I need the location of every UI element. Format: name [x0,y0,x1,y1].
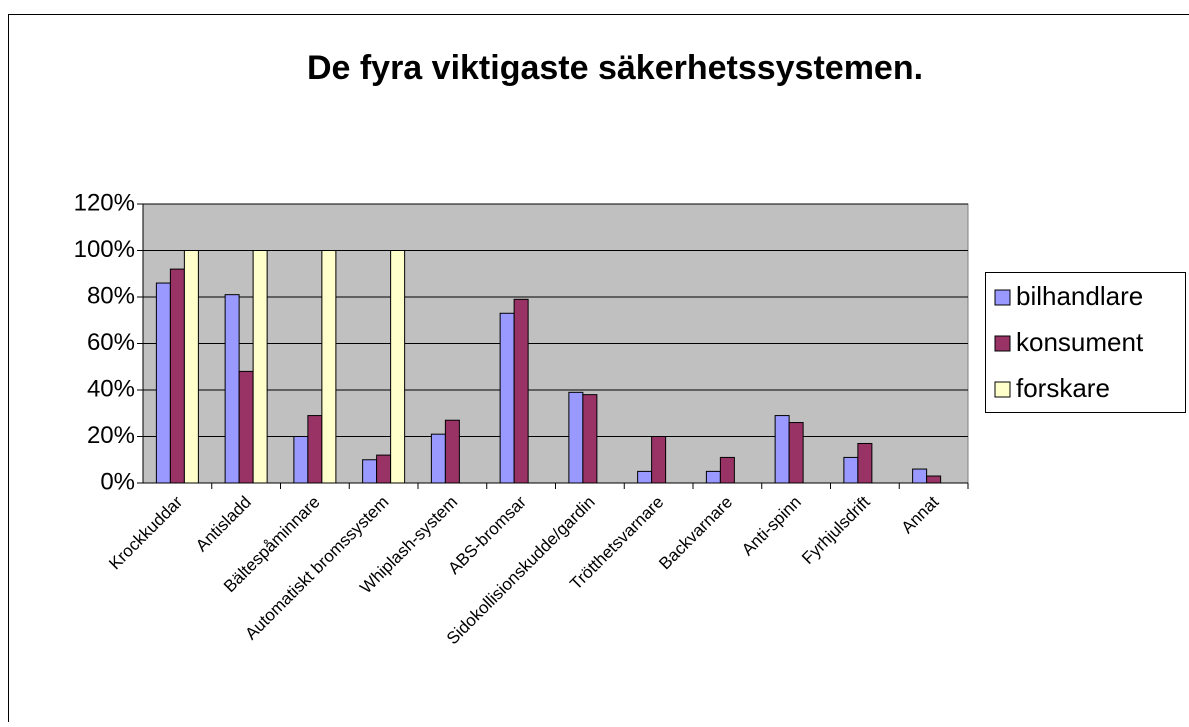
bar [377,455,391,483]
y-tick-label: 100% [74,236,135,263]
y-tick-label: 80% [87,282,135,309]
bar [706,471,720,483]
bar [514,299,528,483]
bar [363,460,377,483]
y-tick-label: 60% [87,329,135,356]
legend-swatch [995,290,1010,305]
bar [170,269,184,483]
bar [652,437,666,484]
bar [184,251,198,484]
y-tick-label: 40% [87,375,135,402]
bar [720,457,734,483]
bar [431,434,445,483]
bar [308,416,322,483]
bar [569,392,583,483]
legend-swatch [995,382,1010,397]
y-tick-label: 20% [87,422,135,449]
bar [391,251,405,484]
bar [583,395,597,483]
legend-label: konsument [1016,327,1144,357]
chart-title: De fyra viktigaste säkerhetssystemen. [307,49,923,87]
legend-label: bilhandlare [1016,281,1143,311]
bar [445,420,459,483]
bar [500,313,514,483]
bar [638,471,652,483]
bar [156,283,170,483]
y-tick-label: 120% [74,189,135,216]
bar [927,476,941,483]
bar [858,443,872,483]
bar [775,416,789,483]
bar [322,251,336,484]
y-tick-label: 0% [100,468,135,495]
bar [225,295,239,483]
bar [789,423,803,483]
bar [239,371,253,483]
bar [913,469,927,483]
bar [294,437,308,484]
bar [253,251,267,484]
legend-label: forskare [1016,373,1110,403]
bar [844,457,858,483]
legend-swatch [995,336,1010,351]
